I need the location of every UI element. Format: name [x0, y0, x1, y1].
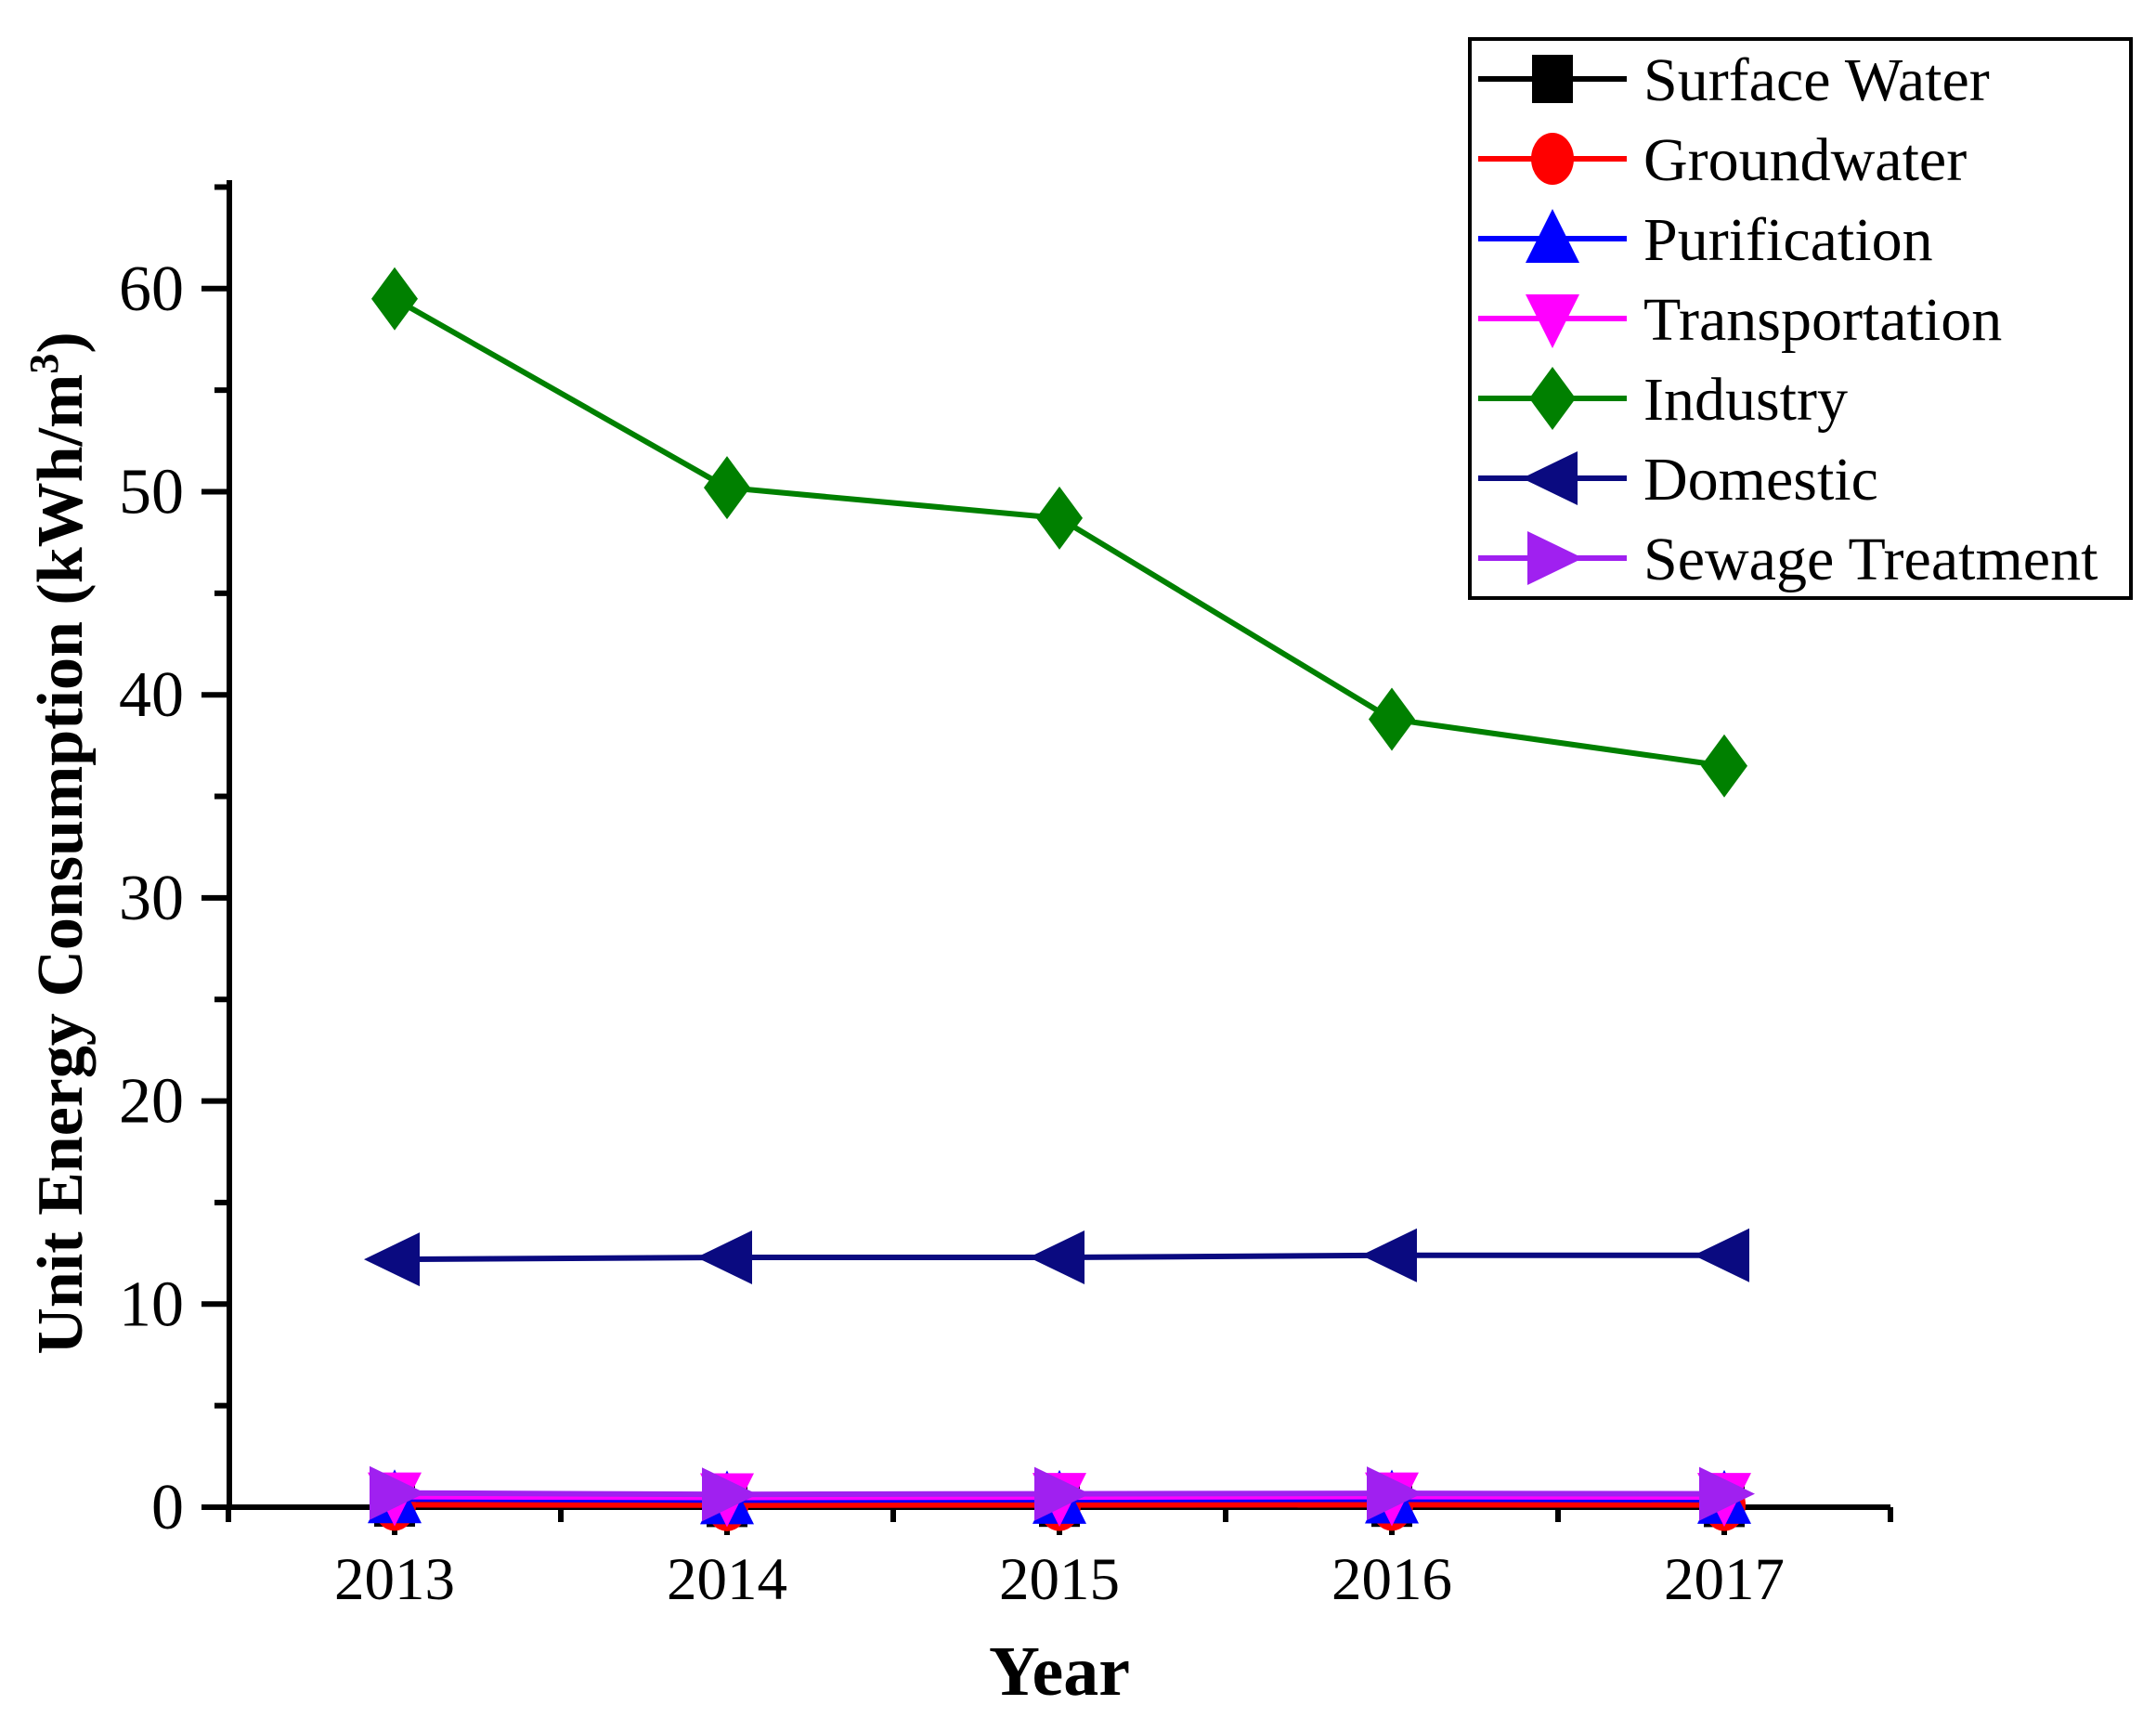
legend-triangle-left-icon: [1522, 451, 1578, 505]
legend-label: Industry: [1643, 366, 1848, 434]
legend-label: Sewage Treatment: [1643, 526, 2098, 593]
data-point-triangle-left: [1694, 1228, 1749, 1282]
y-axis-title: Unit Energy Consumption (kWh/m3): [21, 332, 97, 1354]
data-point-triangle-left: [364, 1232, 420, 1287]
data-point-diamond: [371, 267, 418, 331]
legend-label: Transportation: [1643, 286, 2002, 354]
data-point-triangle-right: [1367, 1466, 1422, 1521]
y-tick-label: 20: [119, 1066, 184, 1138]
data-point-triangle-right: [1699, 1466, 1755, 1521]
y-tick-label: 30: [119, 863, 184, 934]
data-point-diamond: [1369, 687, 1415, 751]
y-axis-title-close: ): [25, 332, 97, 353]
legend-circle-icon: [1531, 133, 1574, 185]
x-tick-label: 2013: [334, 1546, 455, 1613]
x-axis-title: Year: [989, 1633, 1130, 1711]
y-tick-label: 0: [151, 1472, 184, 1543]
legend-triangle-down-icon: [1526, 294, 1579, 348]
data-point-triangle-left: [696, 1230, 752, 1284]
y-tick-label: 10: [119, 1269, 184, 1340]
data-point-triangle-right: [370, 1465, 425, 1520]
x-tick-label: 2017: [1664, 1546, 1785, 1613]
data-point-diamond: [1701, 734, 1747, 798]
y-axis-title-superscript: 3: [21, 354, 67, 374]
x-tick-label: 2014: [667, 1546, 787, 1613]
data-point-diamond: [1036, 486, 1083, 550]
legend-diamond-icon: [1529, 367, 1576, 430]
y-axis-title-base: Unit Energy Consumption (kWh/m: [25, 374, 97, 1355]
data-point-triangle-left: [1361, 1228, 1417, 1282]
legend-triangle-right-icon: [1527, 531, 1583, 585]
y-tick-label: 50: [119, 457, 184, 528]
data-point-triangle-right: [702, 1467, 758, 1522]
y-tick-label: 60: [119, 254, 184, 325]
data-point-triangle-left: [1029, 1230, 1084, 1284]
x-tick-label: 2016: [1331, 1546, 1452, 1613]
x-tick-label: 2015: [999, 1546, 1120, 1613]
legend-square-icon: [1532, 55, 1573, 103]
data-point-triangle-right: [1034, 1466, 1090, 1521]
legend-label: Purification: [1643, 206, 1933, 274]
legend-label: Domestic: [1643, 446, 1878, 514]
legend-label: Groundwater: [1643, 126, 1967, 194]
data-point-diamond: [704, 456, 750, 520]
legend-triangle-up-icon: [1526, 209, 1579, 263]
y-tick-label: 40: [119, 659, 184, 731]
legend-label: Surface Water: [1643, 46, 1990, 114]
